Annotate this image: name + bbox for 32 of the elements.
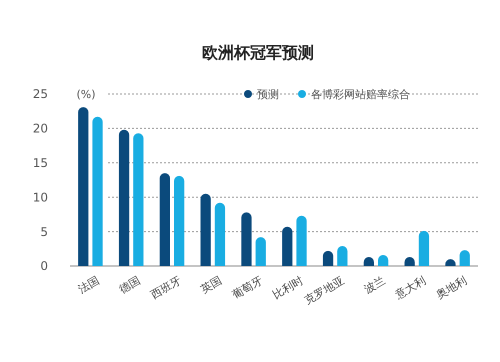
x-tick-label: 德国 (116, 274, 143, 296)
y-tick-label: 5 (40, 224, 48, 239)
bar (337, 246, 348, 266)
bar (200, 194, 211, 266)
bar (78, 107, 88, 266)
legend-label: 各博彩网站赔率综合 (311, 88, 410, 101)
x-tick-label: 英国 (198, 274, 224, 296)
chart-title: 欧洲杯冠军预测 (202, 43, 314, 62)
bar (418, 230, 430, 266)
x-tick-label: 西班牙 (148, 274, 184, 302)
y-axis-title: (%) (76, 88, 96, 101)
x-tick-label: 意大利 (392, 274, 428, 302)
y-tick-label: 0 (40, 259, 48, 274)
legend-label: 预测 (257, 88, 279, 101)
bar (118, 130, 130, 266)
x-tick-label: 奥地利 (434, 274, 469, 302)
x-tick-label: 葡萄牙 (230, 274, 265, 302)
bar (92, 116, 103, 266)
bar (214, 202, 226, 266)
y-tick-label: 20 (32, 122, 48, 136)
bar (160, 173, 170, 266)
bar (256, 237, 266, 266)
bar (282, 226, 292, 266)
y-tick-label: 25 (32, 87, 48, 102)
bar (296, 216, 307, 266)
y-tick-label: 10 (32, 190, 48, 204)
bar (174, 176, 184, 266)
bar (133, 133, 144, 266)
x-tick-label: 法国 (76, 274, 102, 296)
y-tick-label: 15 (32, 156, 48, 170)
bar (241, 212, 252, 266)
x-tick-label: 波兰 (362, 274, 388, 296)
